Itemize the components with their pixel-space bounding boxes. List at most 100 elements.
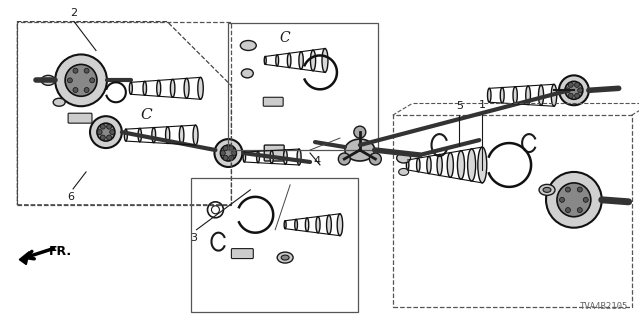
Circle shape: [97, 123, 115, 141]
Ellipse shape: [287, 53, 291, 68]
Ellipse shape: [284, 221, 286, 229]
Ellipse shape: [241, 41, 256, 51]
Bar: [228, 23, 378, 150]
Circle shape: [559, 76, 589, 105]
Circle shape: [223, 156, 228, 160]
Circle shape: [220, 150, 225, 156]
Ellipse shape: [243, 152, 246, 162]
Circle shape: [369, 153, 381, 165]
Circle shape: [73, 87, 78, 92]
Text: 3: 3: [190, 233, 197, 243]
Ellipse shape: [297, 149, 301, 165]
Circle shape: [568, 93, 573, 98]
Ellipse shape: [478, 147, 487, 183]
Circle shape: [107, 135, 111, 140]
Ellipse shape: [184, 78, 189, 98]
Ellipse shape: [488, 88, 491, 102]
Ellipse shape: [41, 76, 55, 85]
Circle shape: [565, 81, 583, 99]
Text: 4: 4: [313, 156, 320, 166]
Ellipse shape: [337, 214, 342, 236]
Ellipse shape: [310, 50, 316, 71]
Circle shape: [109, 130, 115, 135]
Ellipse shape: [257, 151, 259, 163]
Ellipse shape: [152, 128, 156, 143]
Text: TVA4B2105: TVA4B2105: [580, 302, 628, 311]
Ellipse shape: [539, 184, 555, 195]
Ellipse shape: [170, 79, 175, 97]
Text: C: C: [140, 108, 152, 122]
Circle shape: [577, 208, 582, 212]
Bar: [17, 22, 232, 205]
Ellipse shape: [417, 158, 420, 172]
Circle shape: [220, 145, 236, 161]
Circle shape: [354, 126, 366, 138]
Circle shape: [214, 139, 243, 167]
Text: 6: 6: [68, 192, 75, 202]
Polygon shape: [19, 252, 29, 265]
Ellipse shape: [500, 87, 504, 103]
Ellipse shape: [277, 252, 293, 263]
Circle shape: [546, 172, 602, 228]
Ellipse shape: [399, 168, 408, 175]
Circle shape: [575, 82, 579, 87]
Circle shape: [55, 54, 107, 106]
Circle shape: [583, 197, 588, 202]
Circle shape: [100, 124, 106, 129]
Ellipse shape: [179, 126, 184, 144]
Ellipse shape: [270, 150, 273, 164]
Ellipse shape: [138, 128, 141, 142]
Ellipse shape: [305, 218, 308, 231]
Ellipse shape: [397, 153, 411, 163]
Circle shape: [107, 124, 111, 129]
Ellipse shape: [427, 156, 431, 174]
Ellipse shape: [193, 125, 198, 145]
Circle shape: [232, 150, 236, 156]
Circle shape: [559, 197, 564, 202]
Ellipse shape: [326, 215, 332, 234]
Ellipse shape: [198, 77, 204, 99]
Ellipse shape: [166, 127, 170, 143]
Ellipse shape: [264, 56, 266, 64]
Ellipse shape: [406, 160, 409, 170]
Ellipse shape: [316, 217, 320, 233]
Circle shape: [228, 146, 234, 151]
Ellipse shape: [513, 87, 517, 104]
Circle shape: [566, 187, 570, 192]
Circle shape: [566, 208, 570, 212]
Circle shape: [90, 116, 122, 148]
FancyBboxPatch shape: [232, 249, 253, 259]
Ellipse shape: [281, 255, 289, 260]
Ellipse shape: [447, 153, 453, 177]
FancyBboxPatch shape: [68, 113, 92, 123]
Ellipse shape: [284, 150, 287, 164]
Circle shape: [578, 88, 582, 93]
Ellipse shape: [295, 219, 298, 230]
Bar: [393, 115, 632, 307]
Ellipse shape: [345, 139, 375, 161]
Ellipse shape: [241, 69, 253, 78]
Ellipse shape: [124, 129, 127, 141]
Ellipse shape: [551, 84, 557, 106]
Circle shape: [100, 135, 106, 140]
Text: C: C: [280, 30, 291, 44]
Ellipse shape: [143, 81, 147, 95]
Circle shape: [84, 87, 89, 92]
Circle shape: [228, 156, 234, 160]
Ellipse shape: [538, 85, 543, 105]
Circle shape: [90, 78, 95, 83]
Circle shape: [97, 130, 102, 135]
Text: FR.: FR.: [49, 245, 72, 258]
Ellipse shape: [458, 151, 465, 179]
Ellipse shape: [543, 188, 551, 192]
Circle shape: [565, 88, 570, 93]
Ellipse shape: [322, 49, 328, 72]
Circle shape: [65, 64, 97, 96]
Circle shape: [223, 146, 228, 151]
Ellipse shape: [468, 149, 476, 181]
Circle shape: [568, 82, 573, 87]
Ellipse shape: [129, 82, 132, 94]
FancyBboxPatch shape: [263, 97, 283, 106]
FancyBboxPatch shape: [264, 145, 284, 161]
Bar: [191, 178, 358, 312]
